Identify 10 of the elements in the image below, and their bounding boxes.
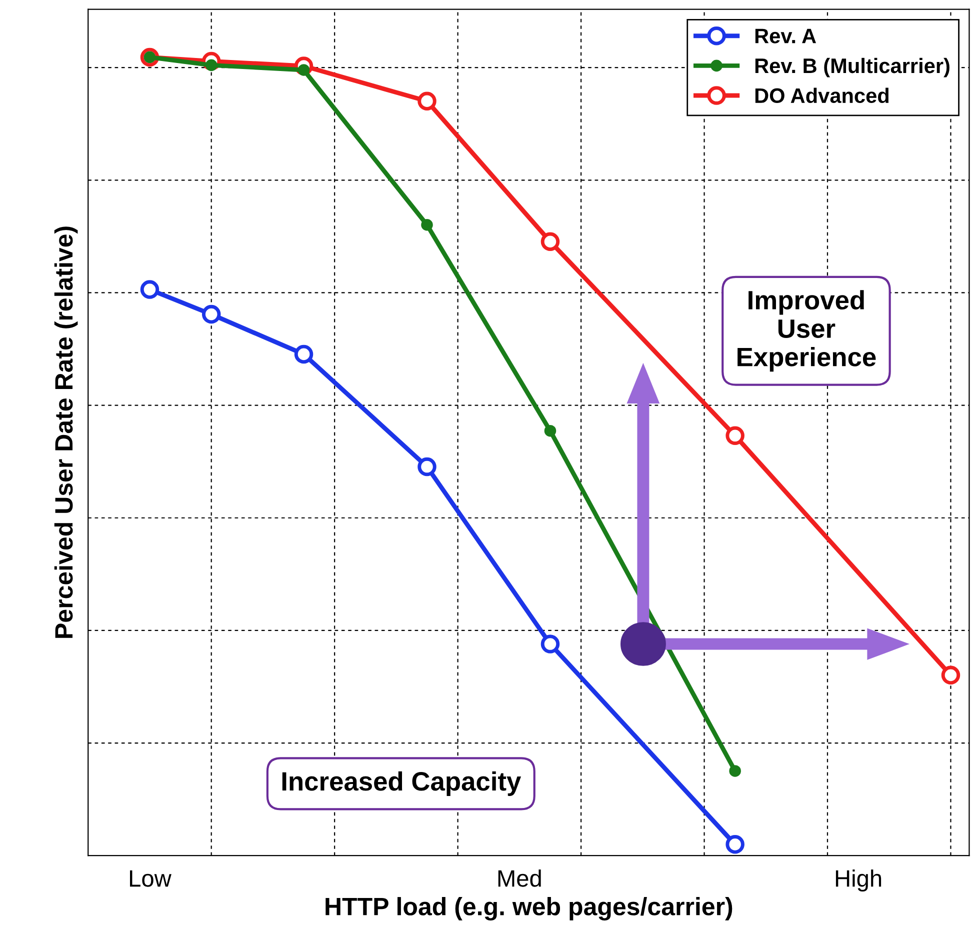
x-axis-title: HTTP load (e.g. web pages/carrier) [326, 897, 732, 920]
annotation: Improved User Experience [738, 290, 876, 372]
legend-label: Rev. B (Multicarrier) [755, 58, 950, 78]
x-tick-label: High [836, 869, 882, 892]
legend-label: DO Advanced [755, 88, 888, 104]
annotation: Increased Capacity [282, 771, 522, 796]
y-axis-title: Perceived User Date Rate (relative) [54, 226, 78, 638]
x-tick-label: Low [130, 870, 172, 887]
legend-label: Rev. A [755, 28, 816, 44]
x-tick-label: Med [498, 869, 541, 887]
